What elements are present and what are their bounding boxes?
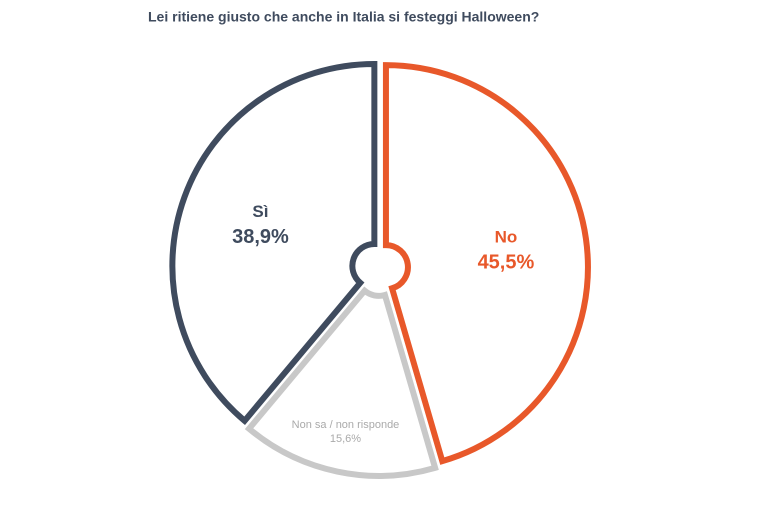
pie-slice <box>382 62 591 465</box>
slice-label: No <box>495 228 518 247</box>
value-label: 15,6% <box>330 433 361 445</box>
slice-label: Non sa / non risponde <box>292 419 400 431</box>
slice-label: Sì <box>252 202 268 221</box>
value-label: 45,5% <box>478 251 535 273</box>
chart-title: Lei ritiene giusto che anche in Italia s… <box>148 9 539 25</box>
value-label: 38,9% <box>232 226 289 248</box>
pie-slice <box>244 286 439 479</box>
pie-slice <box>169 60 378 426</box>
